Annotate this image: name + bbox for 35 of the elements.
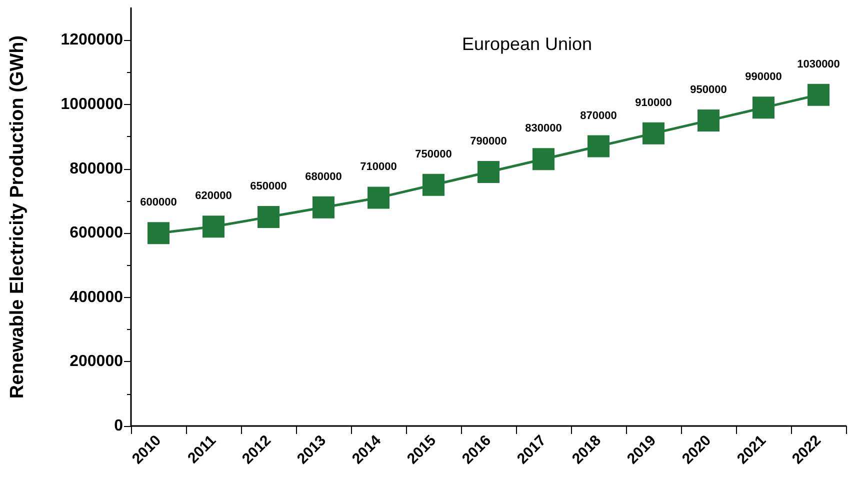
point xyxy=(808,84,830,106)
point xyxy=(642,122,664,144)
data-label: 870000 xyxy=(580,110,617,122)
y-tick-label: 400000 xyxy=(70,288,124,306)
point xyxy=(478,160,500,183)
point xyxy=(588,135,610,158)
data-label: 680000 xyxy=(305,170,342,183)
y-tick-label: 800000 xyxy=(70,160,124,178)
point xyxy=(752,96,774,119)
data-label: 1030000 xyxy=(797,58,840,70)
data-label: 600000 xyxy=(140,196,177,209)
point xyxy=(148,222,170,244)
data-label: 910000 xyxy=(635,96,672,109)
data-label: 710000 xyxy=(360,161,397,174)
text: European Union xyxy=(462,34,592,54)
y-tick-label: 1000000 xyxy=(60,96,124,113)
point xyxy=(312,196,334,218)
point xyxy=(532,148,554,170)
data-label: 950000 xyxy=(690,84,727,96)
point xyxy=(368,186,390,209)
y-tick-label: 0 xyxy=(114,418,124,434)
data-label: 620000 xyxy=(195,190,232,202)
data-label: 650000 xyxy=(250,180,287,192)
data-label: 990000 xyxy=(745,71,782,84)
point xyxy=(202,216,224,238)
data-label: 750000 xyxy=(415,148,452,160)
point xyxy=(698,110,720,132)
point xyxy=(422,174,444,196)
point xyxy=(258,206,280,228)
data-label: 790000 xyxy=(470,135,507,148)
y-tick-label: 200000 xyxy=(70,353,124,370)
y-tick-label: 600000 xyxy=(70,224,124,242)
y-axis-title: Renewable Electricity Production (GWh) xyxy=(7,35,28,399)
y-tick-label: 1200000 xyxy=(60,32,124,49)
data-label: 830000 xyxy=(525,122,562,135)
